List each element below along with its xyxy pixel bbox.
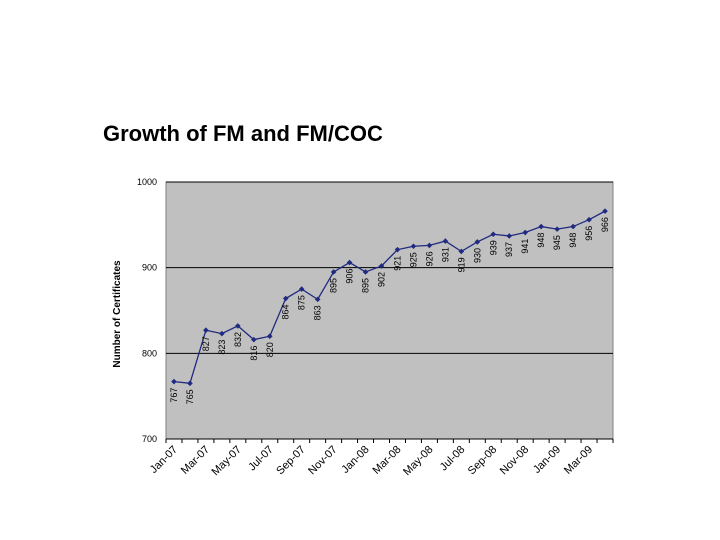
data-label: 939 [488,240,498,255]
y-tick-label: 700 [142,434,157,444]
y-tick-label: 800 [142,348,157,358]
data-label: 767 [169,388,179,403]
data-label: 863 [313,305,323,320]
data-point-marker [474,239,481,245]
data-point-marker [266,333,273,339]
data-point-marker [282,295,289,302]
data-point-marker [187,380,193,387]
slide-title: Growth of FM and FM/COC [103,121,383,146]
x-tick-label: Sep-07 [274,444,308,478]
plot-background [165,181,614,440]
data-point-marker [426,242,433,249]
data-point-marker [442,238,449,244]
data-label: 902 [377,272,387,287]
data-label: 895 [329,278,339,293]
x-tick-label: Jul-08 [438,444,468,474]
data-label: 941 [520,239,530,254]
data-label: 945 [552,235,562,250]
series-line [171,208,608,387]
data-point-marker [171,378,177,385]
data-label: 948 [536,233,546,248]
x-tick-label: May-07 [210,444,244,478]
data-label: 823 [217,340,227,355]
data-point-marker [506,233,513,239]
x-tick-label: Jan-07 [148,444,180,476]
x-tick-label: Jul-07 [246,444,276,474]
data-label: 930 [472,248,482,263]
data-label: 827 [201,336,211,351]
data-label: 956 [584,226,594,241]
data-label: 925 [408,252,418,267]
data-label: 832 [233,332,243,347]
data-point-marker [314,296,321,303]
x-tick-label: Sep-08 [466,444,500,478]
data-point-marker [458,248,465,255]
data-point-marker [235,323,241,329]
data-label: 966 [600,217,610,232]
y-tick-label: 900 [142,263,157,273]
y-axis-tick-labels: 700 800 900 1000 [137,177,157,444]
data-label: 816 [249,346,259,361]
data-label: 875 [297,295,307,310]
y-tick-label: 1000 [137,177,157,187]
x-tick-label: Mar-07 [179,444,212,477]
data-point-marker [394,246,401,253]
data-point-marker [203,327,209,334]
x-tick-label: Nov-07 [306,444,340,478]
data-label: 820 [265,342,275,357]
data-label: 919 [456,257,466,272]
data-point-marker [330,269,337,275]
data-label: 926 [424,251,434,266]
data-label: 921 [392,256,402,271]
data-point-marker [490,231,497,238]
y-axis-label: Number of Certificates [112,260,123,368]
data-point-marker [522,229,528,236]
data-point-marker [554,226,560,232]
data-point-marker [219,330,225,337]
gridlines [166,181,613,440]
data-label: 948 [568,233,578,248]
data-point-marker [410,243,417,250]
data-point-marker [570,223,576,230]
x-tick-label: Nov-08 [498,444,532,478]
x-tick-label: Jan-09 [531,444,563,476]
data-point-marker [298,286,305,292]
data-point-marker [538,223,544,230]
data-point-marker [602,208,608,214]
x-tick-label: May-08 [401,444,435,478]
plot-area [165,181,614,440]
data-point-marker [378,263,385,269]
series-path [173,210,606,385]
data-labels: 767 765 827 823 832 816 820 864 875 863 895 906 895 9… [169,217,610,404]
data-point-marker [586,216,592,223]
data-label: 906 [345,269,355,284]
data-point-marker [251,336,257,343]
x-tick-label: Mar-08 [370,444,403,477]
x-tick-label: Mar-09 [562,444,595,477]
x-tick-label: Jan-08 [339,444,371,476]
data-point-marker [362,269,369,275]
data-label: 864 [281,305,291,320]
data-label: 765 [185,389,195,404]
data-point-marker [346,259,353,266]
data-label: 937 [504,242,514,257]
data-label: 931 [440,247,450,262]
data-label: 895 [361,278,371,293]
